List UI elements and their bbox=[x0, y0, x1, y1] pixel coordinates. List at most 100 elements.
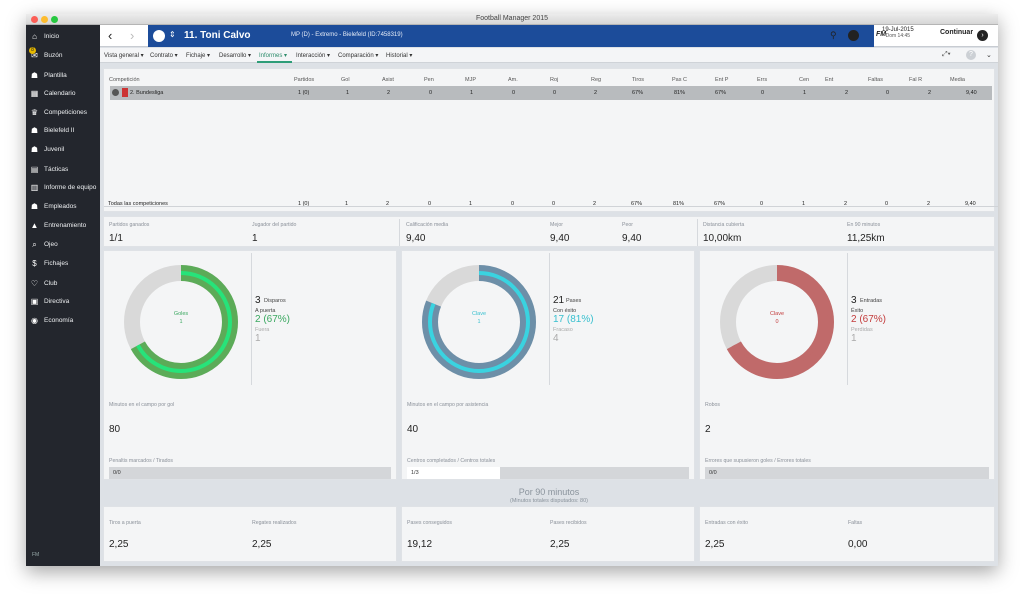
ok-label: Con éxito bbox=[553, 308, 577, 314]
summary-value: 11,25km bbox=[847, 233, 885, 244]
date-label: 19-Jul-2015 bbox=[882, 27, 914, 33]
sidebar-item-buzon[interactable]: ✉ 8 Buzón bbox=[26, 46, 100, 63]
chevron-down-icon[interactable]: ⌄ bbox=[986, 52, 992, 59]
table-cell: 1 bbox=[345, 201, 349, 207]
sidebar-item-directiva[interactable]: ▣ Directiva bbox=[26, 293, 100, 309]
edit-view-icon[interactable]: ⤢▾ bbox=[942, 51, 951, 58]
report-icon: ▥ bbox=[30, 182, 39, 192]
sidebar-item-fichajes[interactable]: $ Fichajes bbox=[26, 255, 100, 271]
fm-menu-button[interactable]: FM bbox=[876, 31, 887, 38]
summary-label: Distancia cubierta bbox=[703, 222, 745, 228]
forward-arrow-icon[interactable]: › bbox=[130, 28, 135, 43]
stats-table: Competición Partidos Gol Asist Pen MJP A… bbox=[103, 68, 998, 212]
table-cell: 2 bbox=[386, 201, 390, 207]
sidebar-item-inicio[interactable]: ⌂ Inicio bbox=[26, 28, 100, 44]
total-label: Pases bbox=[566, 298, 582, 304]
column-header: Roj bbox=[550, 77, 559, 83]
tab-desarrollo[interactable]: Desarrollo ▾ bbox=[219, 53, 252, 59]
tab-contrato[interactable]: Contrato ▾ bbox=[150, 53, 178, 59]
stat-value: 2 bbox=[705, 424, 711, 435]
donut-accent-arc bbox=[726, 271, 828, 373]
column-header: Faltas bbox=[868, 77, 883, 83]
sidebar-item-club[interactable]: ♡ Club bbox=[26, 275, 100, 291]
tab-fichaje[interactable]: Fichaje ▾ bbox=[186, 53, 211, 59]
sidebar-item-bielefeld-ii[interactable]: ☗ Bielefeld II bbox=[26, 122, 100, 138]
continue-arrow-icon[interactable]: › bbox=[977, 30, 988, 41]
donut-title: Goles bbox=[173, 311, 189, 317]
sidebar-item-label: Buzón bbox=[44, 51, 63, 59]
ok-value: 2 (67%) bbox=[255, 314, 291, 325]
active-tab-indicator bbox=[257, 61, 292, 63]
table-cell: 2 bbox=[387, 90, 391, 96]
minimize-window-button[interactable] bbox=[41, 16, 48, 23]
stat-label: Minutos en el campo por gol bbox=[109, 402, 175, 408]
mail-icon: ✉ 8 bbox=[29, 46, 39, 60]
per90-title: Por 90 minutos bbox=[518, 487, 580, 497]
sidebar-item-ojeo[interactable]: ⌕ Ojeo bbox=[26, 236, 100, 252]
table-row[interactable]: 2. Bundesliga 1 (0) 1 2 0 1 0 0 2 67% 81… bbox=[110, 86, 992, 100]
club-badge-icon bbox=[153, 30, 165, 42]
sidebar-item-plantilla[interactable]: ☗ Plantilla bbox=[26, 67, 100, 83]
game-date[interactable]: 19-Jul-2015 Dom 14:45 bbox=[882, 27, 914, 39]
divider bbox=[847, 253, 848, 385]
ball-menu-icon[interactable] bbox=[848, 30, 859, 41]
tab-comparacion[interactable]: Comparación ▾ bbox=[338, 53, 379, 59]
training-icon: ▲ bbox=[30, 220, 39, 230]
sidebar-item-label: Fichajes bbox=[44, 259, 69, 267]
ok-label: A puerta bbox=[255, 308, 276, 314]
miss-value: 1 bbox=[255, 333, 261, 344]
table-cell: 9,40 bbox=[966, 90, 977, 96]
sidebar-item-juvenil[interactable]: ☗ Juvenil bbox=[26, 141, 100, 157]
column-header: Pen bbox=[424, 77, 434, 83]
zoom-window-button[interactable] bbox=[51, 16, 58, 23]
table-cell: 81% bbox=[673, 201, 685, 207]
stat-label: Robos bbox=[705, 402, 720, 408]
sidebar-item-informe-de-equipo[interactable]: ▥ Informe de equipo bbox=[26, 179, 100, 195]
per90-card-defense: Entradas con éxito 2,25 Faltas 0,00 bbox=[699, 506, 995, 562]
column-header: MJP bbox=[465, 77, 476, 83]
sidebar-item-empleados[interactable]: ☗ Empleados bbox=[26, 198, 100, 214]
progress-fill bbox=[407, 467, 501, 479]
stat-label: Faltas bbox=[848, 520, 863, 526]
staff-icon: ☗ bbox=[30, 201, 39, 211]
tab-label: Interacción bbox=[296, 53, 326, 59]
progress-bar: 0/0 bbox=[705, 467, 989, 479]
sidebar-item-label: Inicio bbox=[44, 32, 60, 40]
total-value: 21 bbox=[553, 295, 565, 306]
table-cell: 0 bbox=[511, 201, 515, 207]
tab-informes[interactable]: Informes ▾ bbox=[259, 53, 288, 59]
per90-card-passing: Pases conseguidos 19,12 Pases recibidos … bbox=[401, 506, 695, 562]
shots-card: Goles 1 3 Disparos A puerta 2 (67%) Fuer… bbox=[103, 250, 397, 480]
sidebar-item-label: Economía bbox=[44, 316, 74, 324]
table-cell: 0 bbox=[429, 90, 433, 96]
stat-value: 2,25 bbox=[550, 539, 570, 550]
column-header: Fal R bbox=[909, 77, 923, 83]
continue-button[interactable]: Continuar bbox=[940, 29, 974, 36]
table-cell: 0 bbox=[760, 201, 764, 207]
sidebar-item-label: Tácticas bbox=[44, 165, 69, 173]
summary-value: 9,40 bbox=[622, 233, 642, 244]
search-icon[interactable]: ⚲ bbox=[830, 30, 837, 40]
sidebar-item-economia[interactable]: ◉ Economía bbox=[26, 312, 100, 328]
sidebar-item-tacticas[interactable]: ▤ Tácticas bbox=[26, 161, 100, 177]
stat-value: 2,25 bbox=[705, 539, 725, 550]
column-header: Asist bbox=[382, 77, 394, 83]
tab-historial[interactable]: Historial ▾ bbox=[386, 53, 413, 59]
sidebar-item-entrenamiento[interactable]: ▲ Entrenamiento bbox=[26, 217, 100, 233]
tab-vista-general[interactable]: Vista general ▾ bbox=[104, 53, 144, 59]
trophy-icon: ♛ bbox=[30, 107, 39, 117]
back-arrow-icon[interactable]: ‹ bbox=[108, 28, 113, 43]
sort-arrows-icon[interactable]: ⇕ bbox=[169, 30, 176, 39]
table-cell: 67% bbox=[714, 201, 726, 207]
stat-label: Pases recibidos bbox=[550, 520, 587, 526]
app-window: Football Manager 2015 ⌂ Inicio ✉ 8 Buzón ☗ P… bbox=[26, 14, 998, 566]
help-icon[interactable]: ? bbox=[966, 50, 976, 60]
stat-value: 80 bbox=[109, 424, 121, 435]
sidebar-item-calendario[interactable]: ▦ Calendario bbox=[26, 85, 100, 101]
column-header: Cen bbox=[799, 77, 810, 83]
tab-label: Comparación bbox=[338, 53, 374, 59]
sidebar-item-label: Bielefeld II bbox=[44, 126, 75, 134]
close-window-button[interactable] bbox=[31, 16, 38, 23]
sidebar-item-competiciones[interactable]: ♛ Competiciones bbox=[26, 104, 100, 120]
tab-interaccion[interactable]: Interacción ▾ bbox=[296, 53, 331, 59]
